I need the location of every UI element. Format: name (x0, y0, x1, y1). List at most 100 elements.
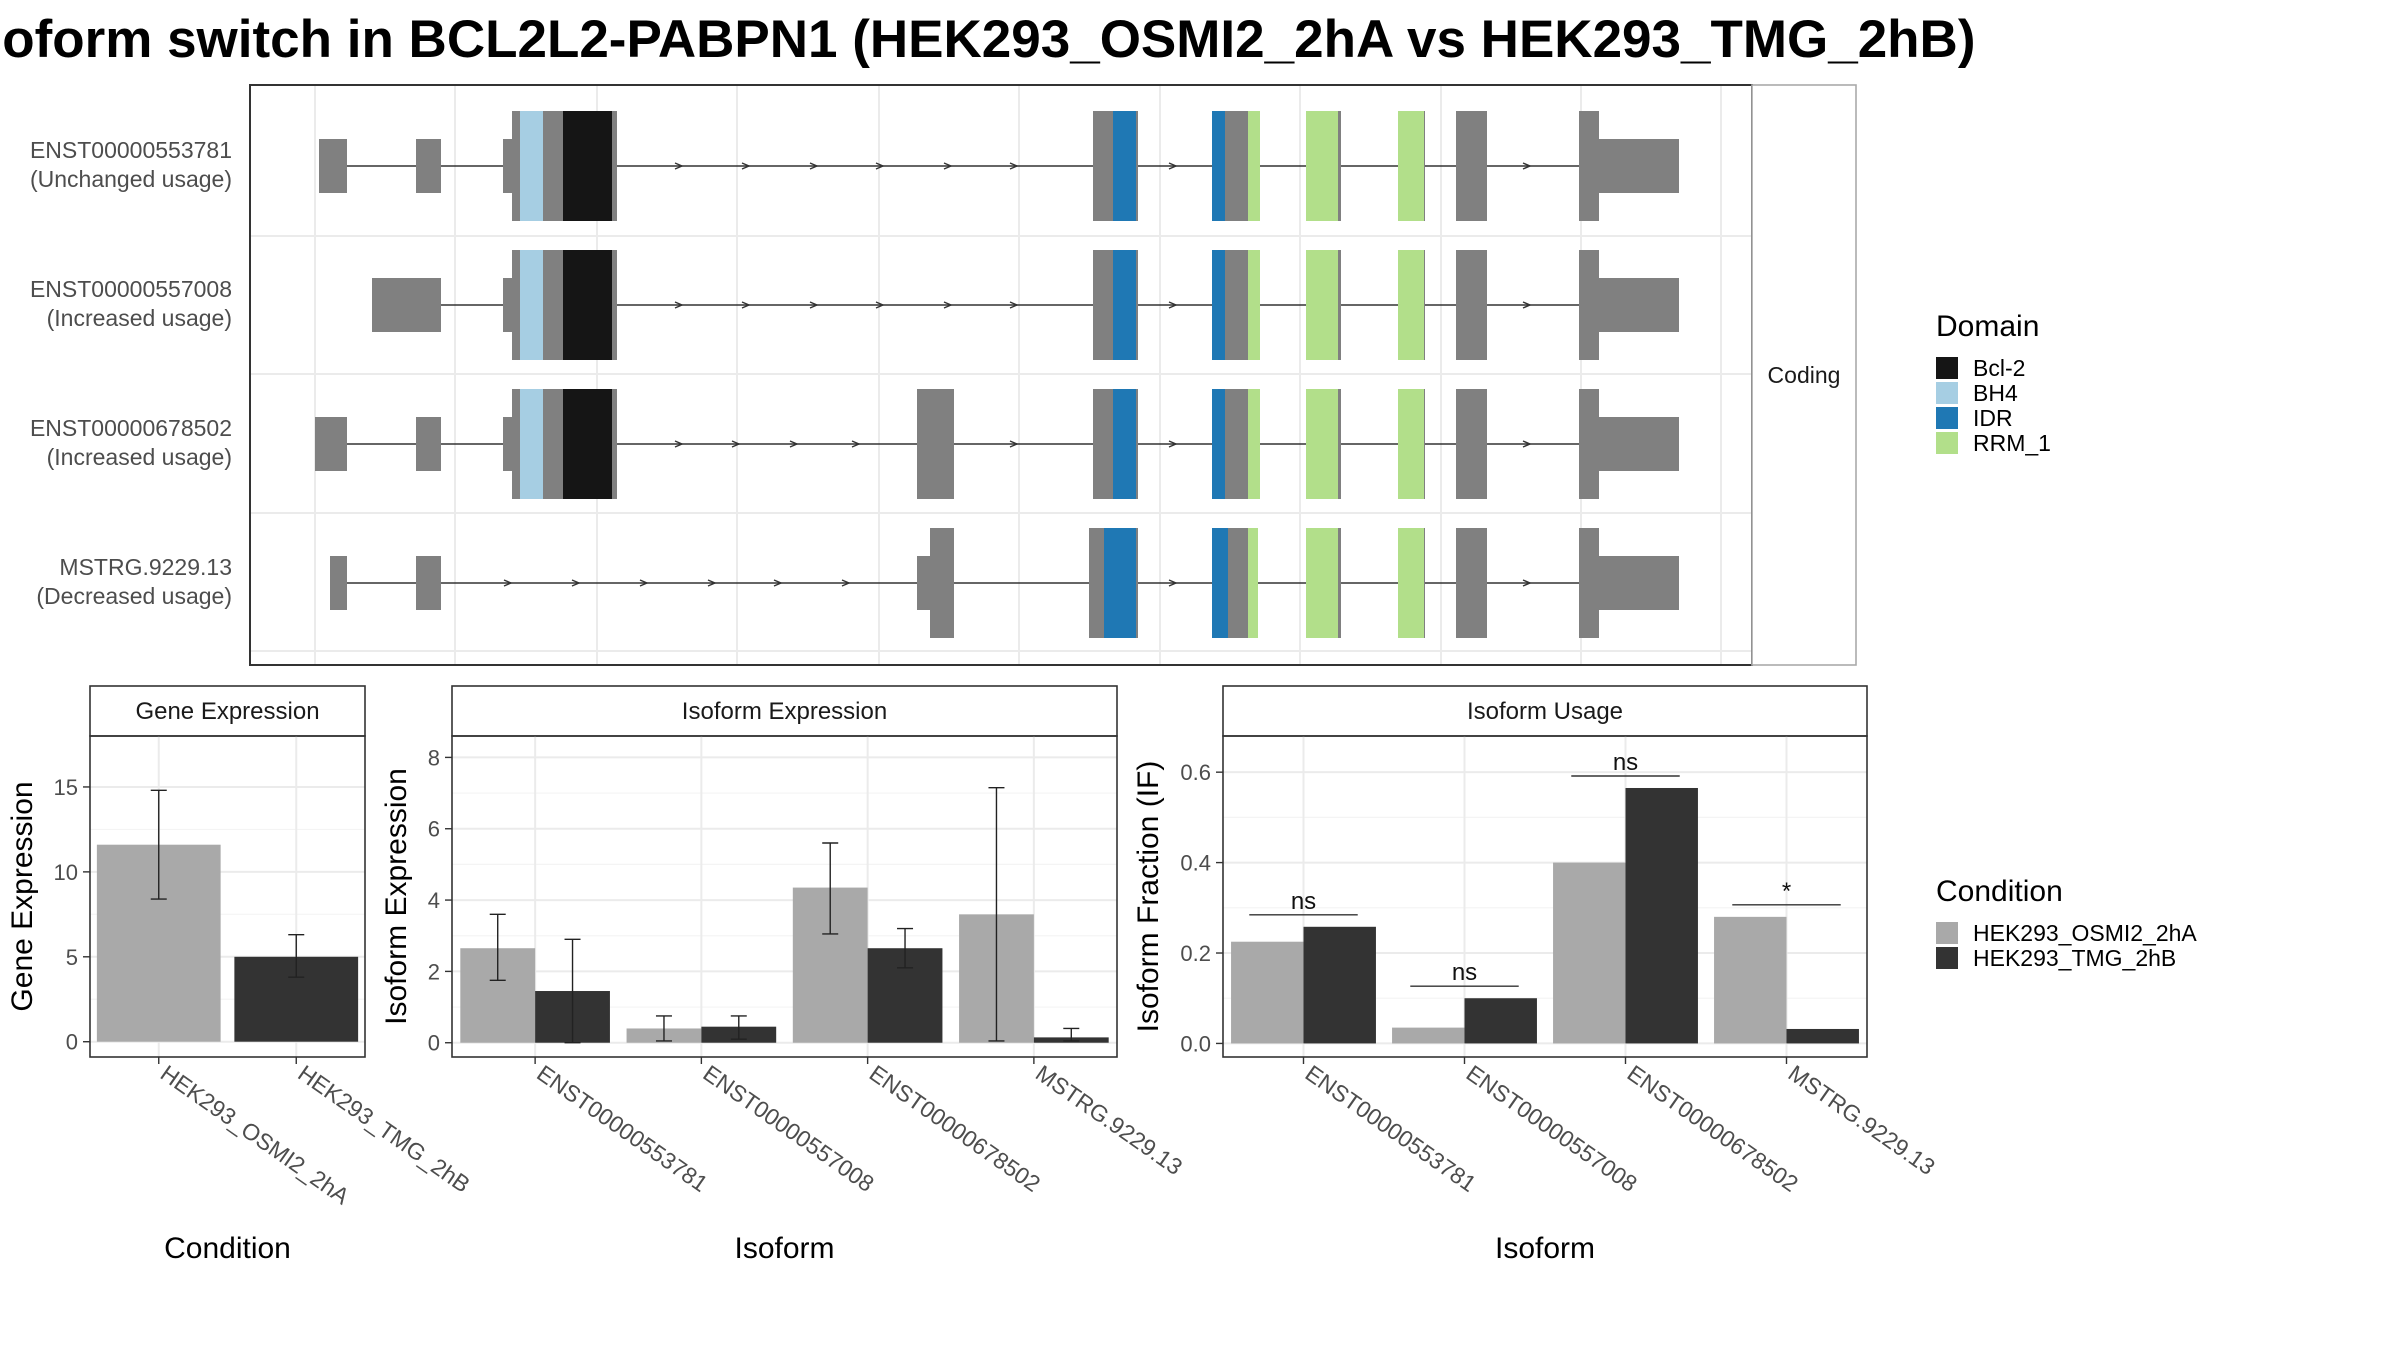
bar (1231, 941, 1304, 1044)
exon-block (930, 528, 954, 638)
isoform-structure-row: MSTRG.9229.13 (Decreased usage) (36, 528, 1679, 638)
exon-block (416, 139, 441, 193)
intron-arrow (809, 162, 819, 170)
y-axis-title: Gene Expression (6, 781, 39, 1011)
panel-strip (89, 685, 366, 737)
domain-bcl2-block (563, 111, 612, 221)
exon-block (1582, 139, 1679, 193)
domain-bh4-block (520, 111, 543, 221)
legend-swatch (1936, 922, 1958, 944)
isoform-structure-row: ENST00000553781 (Unchanged usage) (30, 111, 1679, 221)
bar (1786, 1028, 1859, 1044)
domain-rrm1-block (1398, 389, 1424, 499)
domain-idr-block (1113, 250, 1136, 360)
legend-item-label: BH4 (1973, 380, 2018, 406)
x-axis-title: Isoform (734, 1232, 834, 1265)
x-tick-label: ENST00000678502 (1623, 1060, 1803, 1197)
panel-title: Isoform Expression (682, 698, 887, 725)
panel-title: Isoform Usage (1467, 698, 1623, 725)
x-tick-label: ENST00000557008 (699, 1060, 879, 1197)
exon-block (1582, 417, 1679, 471)
domain-legend-title: Domain (1936, 310, 2039, 343)
intron-arrow (1009, 162, 1019, 170)
intron-arrow (639, 579, 649, 587)
legend-item-label: Bcl-2 (1973, 355, 2025, 381)
domain-bcl2-block (563, 250, 612, 360)
domain-rrm1-block (1306, 389, 1338, 499)
legend-swatch (1936, 947, 1958, 969)
domain-rrm1-block (1248, 111, 1260, 221)
y-tick-label: 0 (428, 1031, 440, 1056)
isoform-label: ENST00000553781 (30, 137, 232, 163)
bar (1714, 916, 1787, 1044)
intron-arrow (741, 301, 751, 309)
intron-arrow (809, 301, 819, 309)
panel-strip (1222, 685, 1868, 737)
domain-idr-block (1212, 111, 1225, 221)
legend-swatch (1936, 432, 1958, 454)
bar-panel: Isoform Usage ns ns ns * 0.0 0.2 0.4 0.6 ENST0000… (1132, 685, 1940, 1265)
intron-arrow (1168, 440, 1178, 448)
intron-arrow (1522, 301, 1532, 309)
domain-rrm1-block (1398, 528, 1424, 638)
y-tick-label: 0.6 (1180, 760, 1211, 785)
panel-border (451, 735, 1118, 1058)
domain-rrm1-block (1248, 528, 1258, 638)
y-tick-label: 2 (428, 959, 440, 984)
domain-idr-block (1212, 389, 1225, 499)
significance-label: * (1782, 878, 1791, 905)
intron-arrow (1168, 579, 1178, 587)
y-tick-label: 5 (66, 945, 78, 970)
domain-rrm1-block (1306, 111, 1338, 221)
intron-arrow (674, 301, 684, 309)
isoform-structure-row: ENST00000557008 (Increased usage) (30, 250, 1679, 360)
intron-arrow (851, 440, 861, 448)
y-tick-label: 10 (54, 860, 78, 885)
isoform-usage-label: (Unchanged usage) (30, 166, 232, 192)
isoform-label: MSTRG.9229.13 (59, 554, 232, 580)
panel-border (1222, 735, 1868, 1058)
panel-strip (451, 685, 1118, 737)
isoform-structure-row: ENST00000678502 (Increased usage) (30, 389, 1679, 499)
isoform-label: ENST00000678502 (30, 415, 232, 441)
bar (1625, 787, 1698, 1044)
figure-title: Isoform switch in BCL2L2-PABPN1 (HEK293_… (0, 10, 1975, 69)
intron-arrow (1522, 162, 1532, 170)
bar (1303, 926, 1376, 1044)
exon-block (1582, 556, 1679, 610)
bar (1392, 1027, 1465, 1044)
legend-swatch (1936, 357, 1958, 379)
bar-panels: Gene Expression051015HEK293_OSMI2_2hAHEK… (6, 685, 1940, 1265)
intron-arrow (773, 579, 783, 587)
facet-strip (1751, 84, 1857, 666)
intron-arrow (674, 440, 684, 448)
exon-block (416, 417, 441, 471)
y-axis-title: Isoform Fraction (IF) (1132, 761, 1165, 1033)
intron-arrow (875, 162, 885, 170)
y-tick-label: 15 (54, 775, 78, 800)
domain-idr-block (1212, 250, 1225, 360)
domain-idr-block (1104, 528, 1136, 638)
intron-arrow (503, 579, 513, 587)
domain-rrm1-block (1306, 250, 1338, 360)
bar-panel: Isoform Expression02468ENST00000553781EN… (380, 685, 1187, 1265)
condition-legend-title: Condition (1936, 875, 2063, 908)
intron-arrow (1168, 301, 1178, 309)
intron-arrow (943, 301, 953, 309)
legend-swatch (1936, 407, 1958, 429)
intron-arrow (1009, 440, 1019, 448)
domain-rrm1-block (1398, 111, 1424, 221)
exon-block (917, 389, 954, 499)
intron-arrow (571, 579, 581, 587)
domain-bcl2-block (563, 389, 612, 499)
domain-idr-block (1113, 389, 1136, 499)
intron-arrow (1009, 301, 1019, 309)
facet-strip-label: Coding (1768, 362, 1841, 388)
isoform-usage-label: (Increased usage) (47, 305, 232, 331)
isoform-structure-panel: ENST00000553781(Unchanged usage)ENST0000… (30, 84, 1857, 666)
exon-block (330, 556, 347, 610)
exon-block (1456, 528, 1487, 638)
